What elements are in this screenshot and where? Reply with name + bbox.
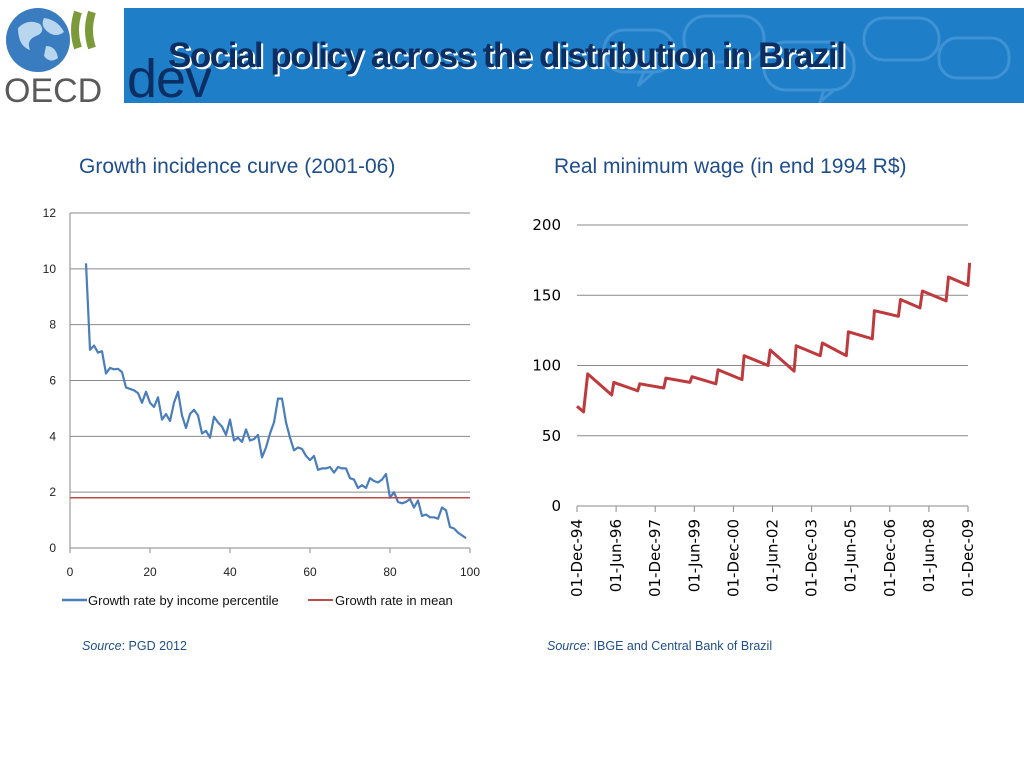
right-y-tick-label: 0: [551, 497, 561, 515]
right-x-tick-label: 01-Jun-99: [685, 519, 703, 592]
left-x-tick-label: 100: [460, 565, 480, 579]
right-y-tick-label: 100: [532, 357, 561, 375]
right-y-tick-label: 200: [532, 216, 561, 234]
dev-wordmark: dev: [127, 52, 212, 103]
legend-label-percentile: Growth rate by income percentile: [88, 593, 279, 608]
right-source: Source: IBGE and Central Bank of Brazil: [547, 639, 772, 653]
left-y-tick-label: 0: [49, 541, 56, 555]
right-x-tick-label: 01-Dec-09: [959, 519, 977, 597]
right-source-text: : IBGE and Central Bank of Brazil: [586, 639, 773, 653]
right-source-label: Source: [547, 639, 587, 653]
right-x-tick-label: 01-Jun-02: [764, 519, 782, 592]
right-x-tick-label: 01-Jun-08: [920, 519, 938, 592]
left-source-label: Source: [82, 639, 122, 653]
left-y-tick-label: 2: [49, 485, 56, 499]
right-chart-title: Real minimum wage (in end 1994 R$): [554, 155, 907, 178]
left-x-tick-label: 40: [223, 565, 237, 579]
left-y-tick-label: 8: [49, 318, 56, 332]
left-x-tick-label: 80: [383, 565, 397, 579]
left-x-tick-label: 60: [303, 565, 317, 579]
left-y-tick-label: 4: [49, 429, 56, 443]
left-x-tick-label: 20: [143, 565, 157, 579]
right-y-tick-label: 150: [532, 286, 561, 304]
left-y-tick-label: 6: [49, 374, 56, 388]
right-x-tick-label: 01-Dec-97: [646, 519, 664, 597]
oecd-logo: OECD: [4, 8, 102, 106]
left-source: Source: PGD 2012: [82, 639, 187, 653]
series-real-minimum-wage: [576, 262, 972, 414]
left-chart-title: Growth incidence curve (2001-06): [79, 155, 396, 178]
left-source-text: : PGD 2012: [121, 639, 187, 653]
right-x-tick-label: 01-Dec-00: [724, 519, 742, 597]
banner-decoration: [602, 14, 1011, 103]
right-x-tick-label: 01-Jun-96: [607, 519, 625, 592]
left-y-tick-label: 12: [43, 206, 57, 220]
page-title: Social policy across the distribution in…: [168, 36, 846, 75]
series-growth-by-percentile: [84, 263, 467, 540]
right-x-tick-label: 01-Dec-06: [881, 519, 899, 597]
oecd-wordmark: OECD: [4, 72, 102, 106]
legend-label-mean: Growth rate in mean: [335, 593, 453, 608]
right-y-tick-label: 50: [542, 427, 561, 445]
right-x-tick-label: 01-Dec-03: [803, 519, 821, 597]
right-x-tick-label: 01-Jun-05: [842, 519, 860, 592]
right-x-tick-label: 01-Dec-94: [568, 519, 586, 597]
left-y-tick-label: 10: [43, 262, 57, 276]
header-banner: Social policy across the distribution in…: [124, 8, 1024, 103]
left-x-tick-label: 0: [67, 565, 74, 579]
